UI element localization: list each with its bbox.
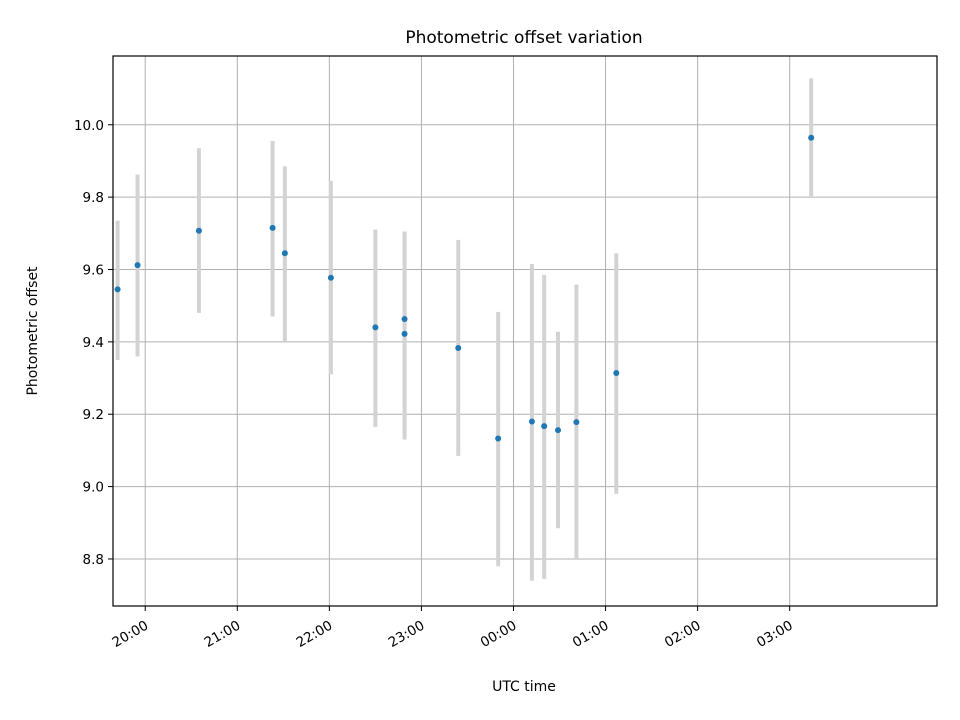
data-point bbox=[401, 330, 408, 337]
data-point bbox=[195, 227, 202, 234]
data-point bbox=[808, 134, 815, 141]
data-point bbox=[573, 419, 580, 426]
data-point bbox=[613, 369, 620, 376]
y-tick-label: 8.8 bbox=[83, 552, 104, 568]
data-point bbox=[372, 324, 379, 331]
y-tick-label: 9.2 bbox=[83, 407, 104, 423]
y-tick-label: 9.4 bbox=[83, 335, 104, 351]
y-tick-label: 10.0 bbox=[74, 118, 104, 134]
data-point bbox=[495, 435, 502, 442]
data-point bbox=[528, 418, 535, 425]
markers bbox=[114, 134, 815, 442]
data-point bbox=[554, 427, 561, 434]
y-axis-ticks: 8.8 9.0 9.2 9.4 9.6 9.8 10.0 bbox=[74, 118, 113, 568]
data-point bbox=[269, 224, 276, 231]
data-point bbox=[134, 262, 141, 269]
chart-title: Photometric offset variation bbox=[405, 28, 642, 48]
data-point bbox=[455, 345, 462, 352]
data-point bbox=[327, 274, 334, 281]
y-tick-label: 9.6 bbox=[83, 262, 104, 278]
grid bbox=[113, 56, 937, 606]
x-axis-label: UTC time bbox=[492, 679, 556, 695]
data-point bbox=[541, 423, 548, 430]
plot-frame bbox=[112, 55, 938, 607]
y-tick-label: 9.8 bbox=[83, 190, 104, 206]
data-point bbox=[401, 316, 408, 323]
y-tick-label: 9.0 bbox=[83, 480, 104, 496]
data-point bbox=[281, 250, 288, 257]
data-point bbox=[114, 286, 121, 293]
y-axis-label: Photometric offset bbox=[25, 266, 41, 396]
